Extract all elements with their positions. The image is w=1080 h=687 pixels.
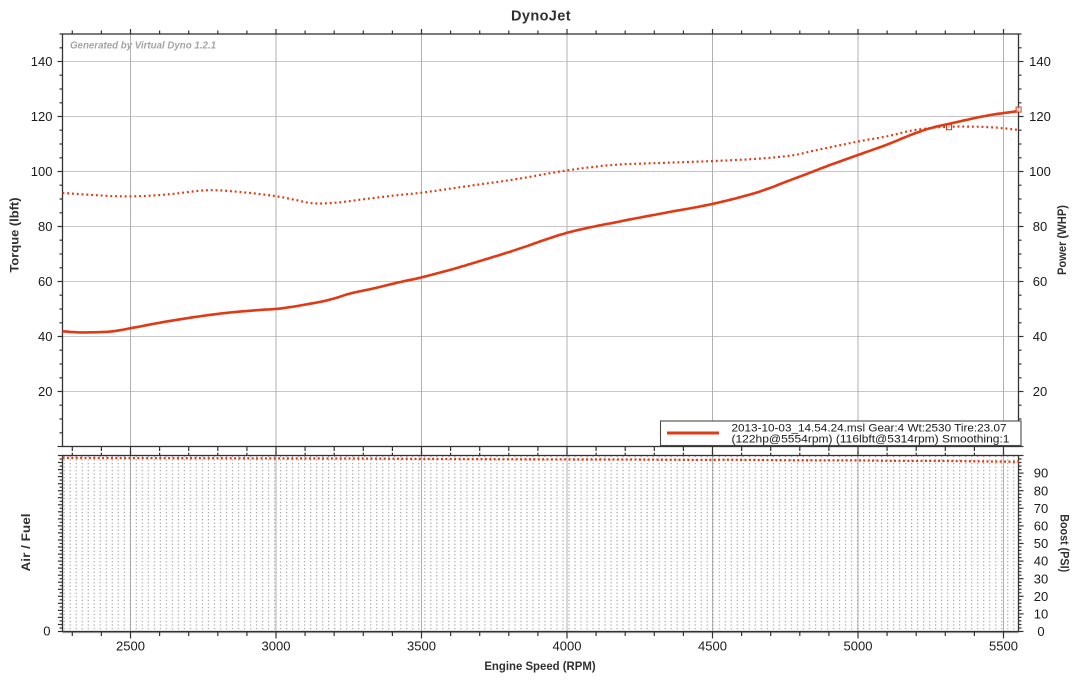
svg-text:30: 30 bbox=[1034, 571, 1048, 586]
svg-text:20: 20 bbox=[38, 384, 52, 399]
svg-text:4000: 4000 bbox=[553, 639, 582, 654]
svg-text:140: 140 bbox=[31, 54, 53, 69]
svg-text:60: 60 bbox=[1033, 274, 1047, 289]
svg-text:60: 60 bbox=[1034, 519, 1048, 534]
svg-text:0: 0 bbox=[43, 623, 50, 638]
svg-text:80: 80 bbox=[1033, 219, 1047, 234]
svg-text:Power (WHP): Power (WHP) bbox=[1057, 205, 1069, 275]
svg-text:4500: 4500 bbox=[698, 639, 727, 654]
svg-text:40: 40 bbox=[1034, 554, 1048, 569]
svg-text:2500: 2500 bbox=[116, 639, 145, 654]
svg-text:70: 70 bbox=[1034, 501, 1048, 516]
svg-text:0: 0 bbox=[1037, 624, 1044, 639]
svg-text:80: 80 bbox=[38, 219, 52, 234]
svg-text:3000: 3000 bbox=[262, 639, 291, 654]
svg-text:100: 100 bbox=[1029, 164, 1051, 179]
svg-text:50: 50 bbox=[1034, 536, 1048, 551]
svg-text:Boost (PSI): Boost (PSI) bbox=[1058, 514, 1070, 572]
svg-text:5000: 5000 bbox=[844, 639, 873, 654]
svg-text:90: 90 bbox=[1034, 466, 1048, 481]
svg-text:100: 100 bbox=[31, 164, 53, 179]
svg-text:20: 20 bbox=[1033, 384, 1047, 399]
svg-text:Torque (lbft): Torque (lbft) bbox=[10, 197, 22, 272]
svg-text:Engine Speed (RPM): Engine Speed (RPM) bbox=[484, 661, 595, 673]
svg-text:Generated by Virtual Dyno 1.2.: Generated by Virtual Dyno 1.2.1 bbox=[70, 39, 216, 51]
svg-text:20: 20 bbox=[1034, 589, 1048, 604]
svg-text:80: 80 bbox=[1034, 483, 1048, 498]
svg-text:40: 40 bbox=[38, 329, 52, 344]
svg-text:3500: 3500 bbox=[407, 639, 436, 654]
svg-text:120: 120 bbox=[31, 109, 53, 124]
svg-text:10: 10 bbox=[1034, 607, 1048, 622]
svg-text:2013-10-03_14.54.24.msl Gear:4: 2013-10-03_14.54.24.msl Gear:4 Wt:2530 T… bbox=[732, 422, 1007, 434]
svg-text:DynoJet: DynoJet bbox=[511, 9, 571, 25]
svg-text:120: 120 bbox=[1029, 109, 1051, 124]
svg-text:(122hp@5554rpm) (116lbft@5314r: (122hp@5554rpm) (116lbft@5314rpm) Smooth… bbox=[732, 433, 1010, 445]
svg-text:5500: 5500 bbox=[989, 639, 1018, 654]
svg-text:140: 140 bbox=[1029, 54, 1051, 69]
svg-text:40: 40 bbox=[1033, 329, 1047, 344]
svg-text:Air / Fuel: Air / Fuel bbox=[21, 514, 33, 572]
svg-text:60: 60 bbox=[38, 274, 52, 289]
